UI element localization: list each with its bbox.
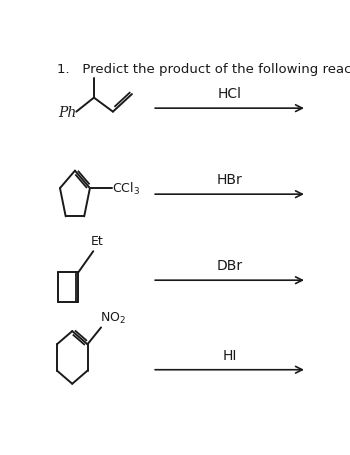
Text: Ph: Ph [59, 106, 77, 119]
Text: HI: HI [222, 348, 237, 362]
Text: HCl: HCl [218, 87, 241, 101]
Text: HBr: HBr [217, 173, 243, 187]
Text: CCl$_3$: CCl$_3$ [112, 181, 140, 197]
Text: Et: Et [91, 234, 103, 248]
Text: 1.   Predict the product of the following reactions.: 1. Predict the product of the following … [57, 63, 350, 76]
Text: NO$_2$: NO$_2$ [100, 310, 126, 325]
Text: DBr: DBr [217, 259, 243, 273]
